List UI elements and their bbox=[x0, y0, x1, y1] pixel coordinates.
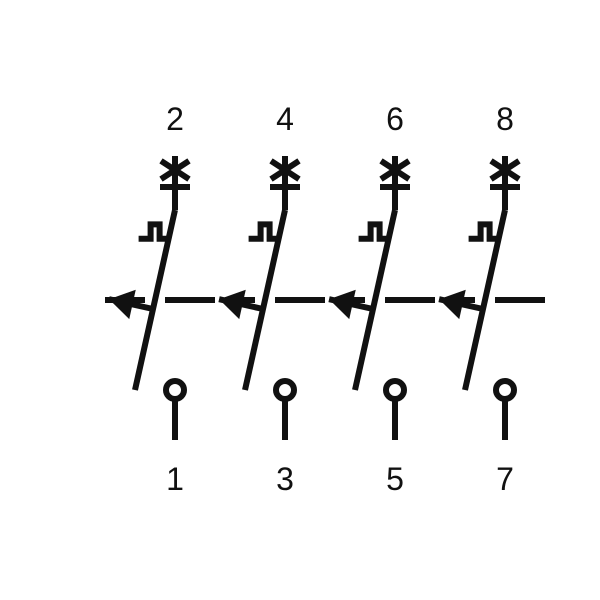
terminal-label-top: 4 bbox=[276, 101, 294, 137]
hinge bbox=[386, 381, 404, 399]
pole-4: 87 bbox=[439, 101, 545, 497]
terminal-label-bottom: 5 bbox=[386, 461, 404, 497]
hinge bbox=[276, 381, 294, 399]
hinge bbox=[166, 381, 184, 399]
pole-3: 65 bbox=[329, 101, 435, 497]
terminal-label-bottom: 1 bbox=[166, 461, 184, 497]
trip-mechanism-icon bbox=[139, 224, 169, 238]
terminal-label-bottom: 7 bbox=[496, 461, 514, 497]
pole-2: 43 bbox=[219, 101, 325, 497]
trip-arrow bbox=[439, 290, 466, 319]
trip-arrow bbox=[219, 290, 246, 319]
pole-1: 21 bbox=[105, 101, 215, 497]
terminal-label-top: 6 bbox=[386, 101, 404, 137]
trip-arrow bbox=[329, 290, 356, 319]
trip-mechanism-icon bbox=[249, 224, 279, 238]
terminal-label-top: 8 bbox=[496, 101, 514, 137]
trip-mechanism-icon bbox=[359, 224, 389, 238]
terminal-label-top: 2 bbox=[166, 101, 184, 137]
trip-mechanism-icon bbox=[469, 224, 499, 238]
terminal-label-bottom: 3 bbox=[276, 461, 294, 497]
hinge bbox=[496, 381, 514, 399]
trip-arrow bbox=[109, 290, 136, 319]
